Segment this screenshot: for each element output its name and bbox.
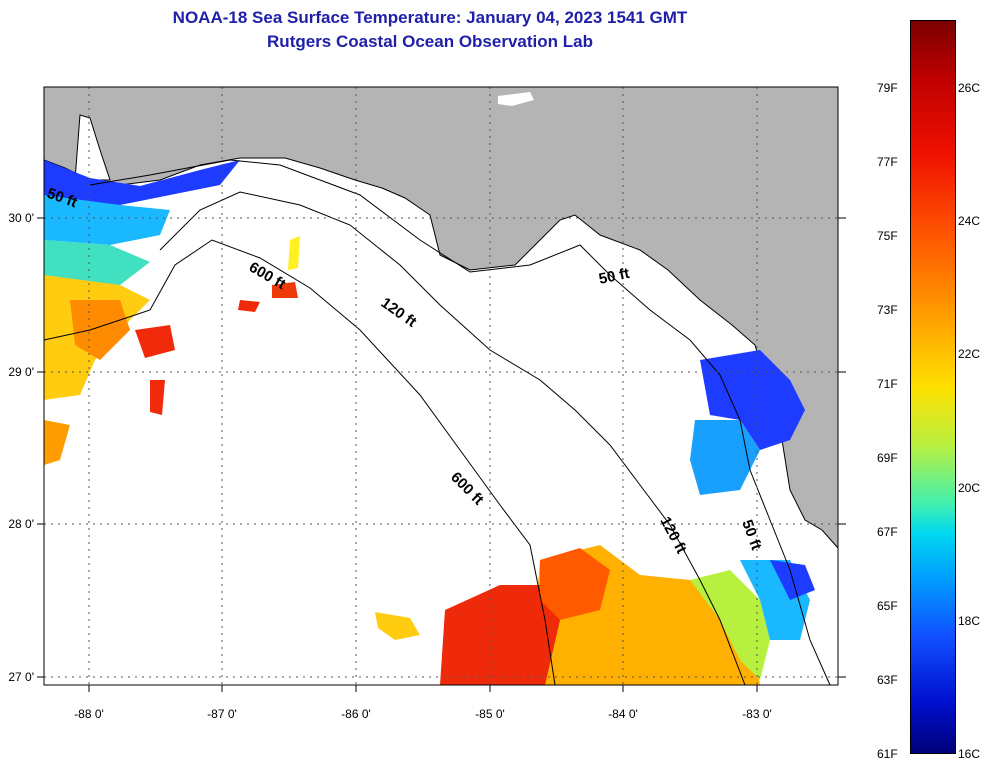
- colorbar-f-label: 65F: [877, 599, 898, 613]
- lat-label: 27 0': [8, 670, 34, 684]
- lon-label: -85 0': [475, 707, 505, 721]
- colorbar-c-label: 22C: [958, 347, 981, 361]
- colorbar-f-label: 75F: [877, 229, 898, 243]
- lon-label: -86 0': [341, 707, 371, 721]
- contour-label: 50 ft: [597, 265, 631, 288]
- colorbar-f-label: 63F: [877, 673, 898, 687]
- colorbar-c-label: 16C: [958, 747, 981, 761]
- map-subtitle: Rutgers Coastal Ocean Observation Lab: [267, 32, 593, 51]
- mobile-bay: [74, 114, 111, 181]
- lon-label: -88 0': [74, 707, 104, 721]
- colorbar-f-label: 79F: [877, 81, 898, 95]
- sst-data: [44, 160, 815, 685]
- temperature-colorbar: [910, 20, 956, 754]
- colorbar-c-label: 24C: [958, 214, 981, 228]
- colorbar-f-label: 61F: [877, 747, 898, 761]
- colorbar-c-label: 18C: [958, 614, 981, 628]
- lon-label: -87 0': [207, 707, 237, 721]
- depth-contours: [43, 159, 831, 686]
- colorbar-f-label: 67F: [877, 525, 898, 539]
- lat-label: 29 0': [8, 365, 34, 379]
- lon-label: -84 0': [608, 707, 638, 721]
- land-mass: [43, 86, 839, 550]
- map-title: NOAA-18 Sea Surface Temperature: January…: [172, 8, 688, 27]
- graticule: [44, 87, 838, 685]
- colorbar-f-label: 73F: [877, 303, 898, 317]
- colorbar-c-label: 20C: [958, 481, 981, 495]
- lat-label: 28 0': [8, 517, 34, 531]
- cloud-patch: [498, 92, 534, 106]
- colorbar-f-label: 77F: [877, 155, 898, 169]
- colorbar-f-label: 71F: [877, 377, 898, 391]
- colorbar-c-label: 26C: [958, 81, 981, 95]
- lat-label: 30 0': [8, 211, 34, 225]
- lon-label: -83 0': [742, 707, 772, 721]
- map-frame: [43, 86, 839, 686]
- colorbar-f-label: 69F: [877, 451, 898, 465]
- axis-ticks: [37, 217, 846, 692]
